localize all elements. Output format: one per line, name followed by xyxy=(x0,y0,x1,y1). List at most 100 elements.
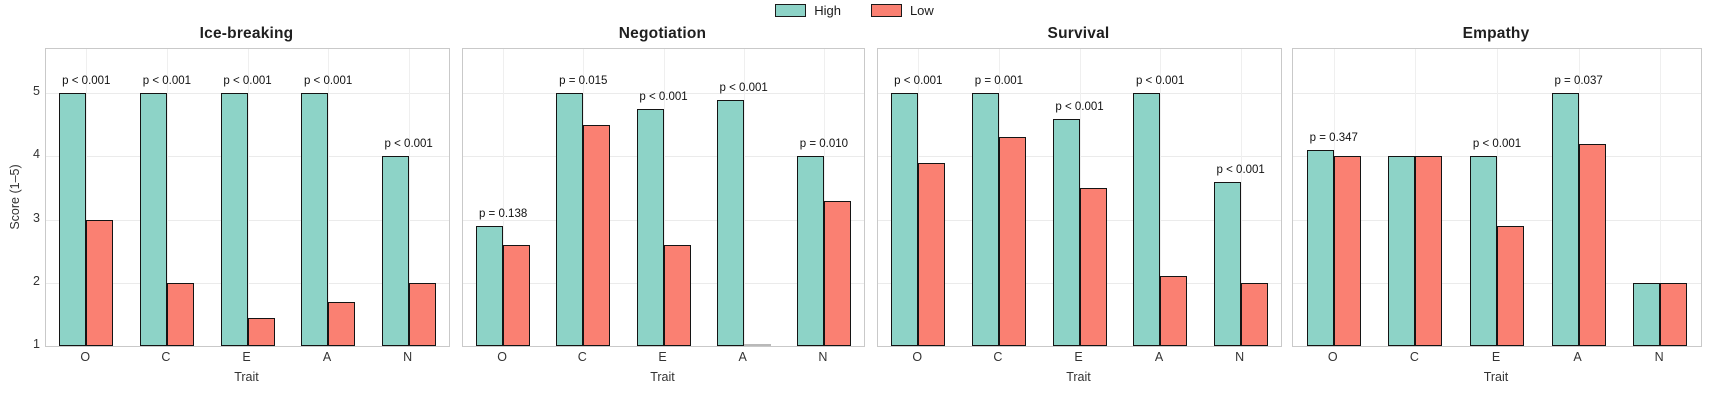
y-tick-label-5: 5 xyxy=(33,84,40,99)
bar-low-E xyxy=(1079,188,1107,346)
v-gridline xyxy=(743,49,745,346)
legend-swatch-high-icon xyxy=(775,4,807,17)
legend-swatch-low-icon xyxy=(870,4,902,17)
p-value-label-negotiation-O: p = 0.138 xyxy=(478,207,528,220)
x-tick-label-empathy-N: N xyxy=(1654,350,1664,364)
bar-high-C xyxy=(556,93,584,346)
x-tick-label-ice-breaking-O: O xyxy=(80,350,91,364)
bar-low-O xyxy=(918,162,946,346)
x-tick-label-negotiation-N: N xyxy=(818,350,828,364)
v-gridline xyxy=(1240,49,1242,346)
bar-high-A xyxy=(716,99,744,346)
bar-low-C xyxy=(998,137,1026,346)
x-tick-label-empathy-A: A xyxy=(1573,350,1582,364)
bar-low-A xyxy=(1160,276,1188,346)
legend-item-low: Low xyxy=(870,3,934,18)
x-axis-label-empathy: Trait xyxy=(1483,370,1509,384)
x-tick-label-ice-breaking-N: N xyxy=(403,350,413,364)
v-gridline xyxy=(663,49,665,346)
x-axis-label-survival: Trait xyxy=(1066,370,1091,384)
x-tick-label-ice-breaking-E: E xyxy=(242,350,251,364)
bar-low-C xyxy=(1415,156,1443,346)
bar-low-N xyxy=(408,282,436,346)
x-tick-label-survival-O: O xyxy=(912,350,923,364)
bar-low-O xyxy=(1333,156,1361,346)
plot-area-negotiation: p = 0.138 p = 0.015 p < 0.001 p < 0.001 p = … xyxy=(462,48,865,347)
bar-low-C xyxy=(166,282,194,346)
p-value-label-negotiation-E: p < 0.001 xyxy=(639,91,688,104)
bar-high-A xyxy=(301,93,329,346)
p-value-label-negotiation-N: p = 0.010 xyxy=(799,138,849,151)
p-value-label-negotiation-C: p = 0.015 xyxy=(559,75,608,88)
bar-low-E xyxy=(663,244,691,346)
legend: High Low xyxy=(0,3,1709,18)
v-gridline xyxy=(823,49,825,346)
legend-label: Low xyxy=(909,3,934,18)
x-tick-label-empathy-C: C xyxy=(1409,350,1419,364)
bar-high-E xyxy=(636,109,664,346)
v-gridline xyxy=(1160,49,1162,346)
y-axis-label: Score (1–5) xyxy=(8,163,22,230)
plot-area-empathy: p = 0.347 p < 0.001 p = 0.037 xyxy=(1292,48,1702,347)
bar-high-C xyxy=(971,93,999,346)
panel-title-empathy: Empathy xyxy=(1462,25,1530,42)
x-axis-label-ice-breaking: Trait xyxy=(234,370,259,384)
y-tick-label-1: 1 xyxy=(33,337,40,351)
x-tick-label-ice-breaking-C: C xyxy=(161,350,171,364)
x-tick-label-empathy-E: E xyxy=(1491,350,1501,364)
bar-low-E xyxy=(247,317,275,346)
bar-low-N xyxy=(1660,282,1688,346)
bar-low-O xyxy=(503,244,531,346)
bar-low-N xyxy=(823,200,851,346)
panel-title-ice-breaking: Ice-breaking xyxy=(199,25,294,42)
v-gridline xyxy=(408,49,410,346)
v-gridline xyxy=(86,49,88,346)
p-value-label-survival-A: p < 0.001 xyxy=(1135,75,1185,88)
bar-high-N xyxy=(1633,282,1661,346)
p-value-label-ice-breaking-O: p < 0.001 xyxy=(62,75,111,88)
p-value-label-empathy-A: p = 0.037 xyxy=(1554,75,1603,88)
x-tick-label-negotiation-E: E xyxy=(658,350,667,364)
x-tick-label-ice-breaking-A: A xyxy=(322,350,332,364)
p-value-label-ice-breaking-C: p < 0.001 xyxy=(142,75,192,88)
x-tick-label-empathy-O: O xyxy=(1327,350,1338,364)
bar-low-E xyxy=(1497,225,1524,346)
y-tick-label-4: 4 xyxy=(33,147,40,162)
v-gridline xyxy=(166,49,168,346)
y-tick-label-2: 2 xyxy=(33,273,40,288)
p-value-label-empathy-O: p = 0.347 xyxy=(1309,132,1358,145)
p-value-label-ice-breaking-N: p < 0.001 xyxy=(384,138,433,151)
legend-label: High xyxy=(814,3,841,18)
p-value-label-survival-N: p < 0.001 xyxy=(1216,163,1265,176)
v-gridline xyxy=(328,49,330,346)
p-value-label-survival-E: p < 0.001 xyxy=(1055,100,1104,113)
bar-low-C xyxy=(583,124,611,346)
bar-high-A xyxy=(1133,93,1161,346)
x-tick-label-survival-E: E xyxy=(1074,350,1083,364)
bar-high-N xyxy=(796,156,824,346)
bar-high-C xyxy=(1388,156,1416,346)
bar-high-O xyxy=(1306,150,1334,346)
p-value-label-ice-breaking-E: p < 0.001 xyxy=(223,75,272,88)
v-gridline xyxy=(1497,49,1498,346)
x-tick-label-negotiation-A: A xyxy=(738,350,747,364)
panel-title-negotiation: Negotiation xyxy=(618,25,707,42)
bar-low-N xyxy=(1240,282,1268,346)
x-tick-label-survival-N: N xyxy=(1235,350,1245,364)
panel-title-survival: Survival xyxy=(1047,25,1110,42)
p-value-label-survival-O: p < 0.001 xyxy=(894,75,943,88)
plot-area-ice-breaking: p < 0.001 p < 0.001 p < 0.001 p < 0.001 p < … xyxy=(45,48,450,347)
bar-low-A xyxy=(1578,143,1606,346)
y-tick-label-3: 3 xyxy=(33,210,40,225)
x-tick-label-negotiation-O: O xyxy=(497,350,507,364)
p-value-label-negotiation-A: p < 0.001 xyxy=(719,81,768,94)
bar-high-A xyxy=(1551,93,1579,346)
bar-high-E xyxy=(220,93,248,346)
bar-high-O xyxy=(476,225,504,346)
x-tick-label-survival-C: C xyxy=(993,350,1003,364)
plot-area-survival: p < 0.001 p = 0.001 p < 0.001 p < 0.001 p < … xyxy=(877,48,1282,347)
x-axis-label-negotiation: Trait xyxy=(650,370,675,384)
bar-high-O xyxy=(59,93,87,346)
bar-high-E xyxy=(1470,156,1497,346)
